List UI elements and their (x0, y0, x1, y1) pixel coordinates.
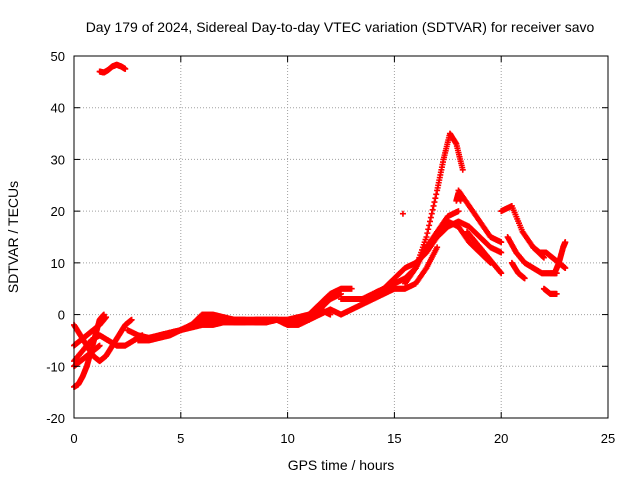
y-tick-label: 10 (51, 256, 65, 271)
data-point (498, 270, 505, 277)
data-point (429, 206, 436, 213)
data-point (498, 249, 505, 256)
x-tick-label: 10 (280, 431, 294, 446)
data-points (71, 61, 569, 390)
y-tick-label: 20 (51, 204, 65, 219)
series-band-low-4 (177, 285, 355, 334)
data-point (457, 197, 464, 204)
data-point (521, 275, 528, 282)
data-point (553, 290, 560, 297)
data-point (122, 65, 129, 72)
chart-title: Day 179 of 2024, Sidereal Day-to-day VTE… (86, 19, 595, 35)
data-point (434, 244, 441, 251)
y-tick-label: 50 (51, 49, 65, 64)
data-point (433, 191, 440, 198)
data-point (459, 166, 466, 173)
y-tick-label: 0 (58, 308, 65, 323)
plot-frame (73, 55, 609, 419)
data-point (96, 342, 103, 349)
data-point (428, 210, 435, 217)
data-point (425, 226, 432, 233)
axis-ticks: 0 5 10 15 20 25 -20 -10 0 10 20 30 40 50 (46, 49, 615, 446)
data-point (431, 199, 438, 206)
series-late-arc-8 (551, 239, 569, 277)
data-point (562, 265, 569, 272)
y-tick-label: 30 (51, 152, 65, 167)
series-arc-early-4 (71, 314, 110, 349)
grid-lines (74, 56, 608, 418)
y-tick-label: -20 (46, 411, 65, 426)
data-point (424, 230, 431, 237)
series-rise-mid-1 (305, 244, 441, 323)
data-point (432, 195, 439, 202)
data-point (430, 202, 437, 209)
x-tick-label: 5 (177, 431, 184, 446)
series-late-arc-6 (508, 259, 528, 282)
y-axis-label: SDTVAR / TECUs (5, 181, 21, 293)
data-point (562, 239, 569, 246)
x-tick-label: 25 (601, 431, 615, 446)
data-point (455, 208, 462, 215)
x-axis-label: GPS time / hours (288, 457, 395, 473)
data-point (426, 222, 433, 229)
series-isolated-2 (453, 190, 464, 204)
series-late-arc-3 (464, 228, 505, 277)
data-point (103, 314, 110, 321)
data-point (348, 285, 355, 292)
data-point (327, 311, 334, 318)
data-point (399, 210, 406, 217)
data-point (427, 214, 434, 221)
series-arc-high-early (96, 61, 129, 76)
data-point (427, 218, 433, 225)
series-peak-arc (402, 130, 466, 287)
data-point (128, 316, 135, 323)
data-point (338, 290, 344, 297)
series-late-arc-9 (540, 285, 560, 297)
x-tick-label: 0 (70, 431, 77, 446)
x-tick-label: 20 (494, 431, 508, 446)
y-tick-label: -10 (46, 359, 65, 374)
y-tick-label: 40 (51, 101, 65, 116)
data-point (540, 254, 547, 261)
data-point (498, 239, 505, 246)
series-isolated-1 (399, 210, 406, 217)
data-point (423, 234, 430, 240)
x-tick-label: 15 (387, 431, 401, 446)
